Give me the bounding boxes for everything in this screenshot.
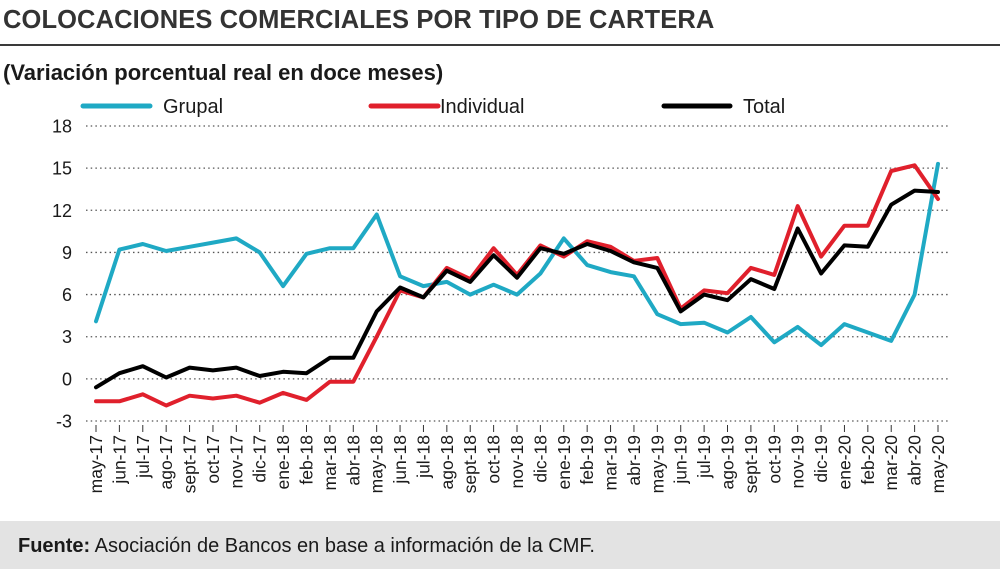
legend-label-individual: Individual — [440, 96, 525, 118]
x-tick-label: feb-18 — [297, 435, 317, 485]
legend-label-grupal: Grupal — [163, 96, 223, 118]
source-description: Asociación de Bancos en base a informaci… — [90, 535, 595, 557]
series-line-grupal — [94, 161, 940, 348]
legend: Grupal Individual Total — [80, 96, 785, 118]
chart-title: COLOCACIONES COMERCIALES POR TIPO DE CAR… — [3, 6, 715, 34]
y-tick-label: 3 — [62, 327, 72, 347]
x-tick-label: ene-20 — [834, 435, 854, 490]
series-line-total — [94, 188, 940, 390]
x-tick-label: ene-19 — [554, 435, 574, 490]
x-tick-label: jul-19 — [694, 435, 714, 479]
source-label: Fuente: — [18, 535, 91, 557]
x-tick-label: jul-17 — [133, 435, 153, 479]
x-tick-label: oct-18 — [484, 435, 504, 484]
x-tick-label: ago-19 — [718, 435, 738, 490]
legend-label-total: Total — [743, 96, 785, 118]
y-tick-label: 9 — [62, 243, 72, 263]
x-tick-label: abr-18 — [343, 435, 363, 486]
title-divider — [0, 44, 1000, 46]
x-tick-label: sept-19 — [741, 435, 761, 493]
x-tick-label: mar-19 — [601, 435, 621, 490]
x-tick-label: abr-19 — [624, 435, 644, 486]
x-tick-label: sept-18 — [460, 435, 480, 493]
series-lines — [94, 161, 940, 408]
x-tick-label: feb-19 — [577, 435, 597, 485]
x-tick-label: jun-18 — [390, 435, 410, 485]
y-tick-label: 0 — [62, 369, 72, 389]
x-tick-label: mar-18 — [320, 435, 340, 490]
y-axis-ticks: 18 15 12 9 6 3 0 -3 — [52, 117, 72, 432]
x-tick-label: may-20 — [928, 435, 948, 494]
x-tick-label: may-19 — [647, 435, 667, 493]
y-tick-label: -3 — [56, 412, 72, 432]
x-tick-label: oct-17 — [203, 435, 223, 484]
y-tick-label: 15 — [52, 159, 72, 179]
x-axis-ticks: may-17 jun-17 jul-17 ago-17 sept-17 oct-17 nov… — [86, 425, 948, 493]
source-footer: Fuente: Asociación de Bancos en base a i… — [0, 521, 1000, 569]
x-tick-label: may-17 — [86, 435, 106, 493]
x-tick-label: sept-17 — [180, 435, 200, 493]
x-tick-label: jul-18 — [413, 435, 433, 479]
x-tick-label: nov-18 — [507, 435, 527, 489]
y-tick-label: 12 — [52, 201, 72, 221]
y-tick-label: 6 — [62, 285, 72, 305]
x-tick-label: ago-18 — [437, 435, 457, 490]
x-tick-label: nov-19 — [788, 435, 808, 489]
y-tick-label: 18 — [52, 117, 72, 137]
x-tick-label: dic-18 — [530, 435, 550, 483]
x-tick-label: jun-19 — [671, 435, 691, 485]
x-tick-label: ago-17 — [156, 435, 176, 490]
source-text: Fuente: Asociación de Bancos en base a i… — [18, 535, 595, 558]
x-tick-label: nov-17 — [226, 435, 246, 489]
x-tick-label: oct-19 — [764, 435, 784, 484]
x-tick-label: dic-19 — [811, 435, 831, 483]
x-tick-label: abr-20 — [905, 435, 925, 486]
x-tick-label: dic-17 — [250, 435, 270, 483]
x-tick-label: mar-20 — [881, 435, 901, 491]
x-tick-label: ene-18 — [273, 435, 293, 490]
grid-lines — [86, 125, 950, 422]
x-tick-label: may-18 — [367, 435, 387, 493]
x-tick-label: feb-20 — [858, 435, 878, 485]
chart-subtitle: (Variación porcentual real en doce meses… — [3, 60, 444, 85]
x-tick-label: jun-17 — [109, 435, 129, 485]
